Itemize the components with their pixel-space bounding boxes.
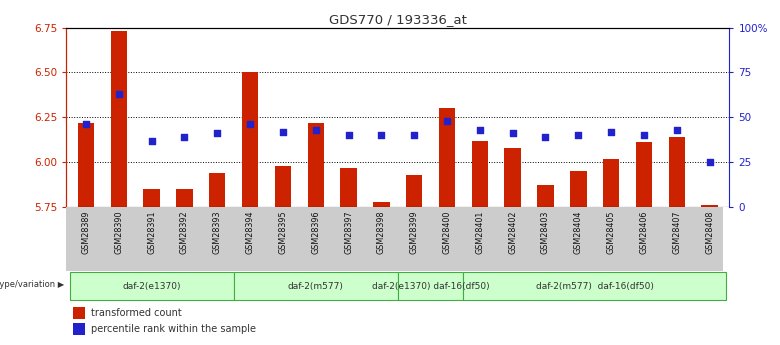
Point (342, 132, 355, 138)
Bar (275, 166, 291, 207)
Point (441, 118, 453, 124)
Text: GSM28398: GSM28398 (377, 210, 386, 254)
Text: GSM28396: GSM28396 (311, 210, 321, 254)
Text: transformed count: transformed count (91, 308, 183, 318)
Text: GSM28399: GSM28399 (410, 210, 419, 254)
Bar (209, 173, 225, 207)
Bar (668, 137, 685, 207)
Text: GSM28397: GSM28397 (344, 210, 353, 254)
Text: GSM28404: GSM28404 (574, 210, 583, 254)
Bar (373, 201, 389, 207)
Point (145, 138, 158, 144)
Point (408, 132, 420, 138)
Text: genotype/variation ▶: genotype/variation ▶ (0, 280, 64, 289)
Text: percentile rank within the sample: percentile rank within the sample (91, 324, 257, 334)
Bar (463, 273, 726, 300)
Bar (73, 307, 85, 319)
Point (178, 134, 190, 140)
Text: GSM28402: GSM28402 (509, 210, 517, 254)
Text: GSM28395: GSM28395 (278, 210, 287, 254)
Text: daf-2(m577): daf-2(m577) (288, 282, 344, 291)
Text: daf-2(m577)  daf-16(df50): daf-2(m577) daf-16(df50) (536, 282, 654, 291)
Bar (505, 148, 521, 207)
Text: GSM28392: GSM28392 (180, 210, 189, 254)
Text: GSM28393: GSM28393 (213, 210, 222, 254)
Text: GSM28390: GSM28390 (115, 210, 123, 254)
Text: daf-2(e1370): daf-2(e1370) (122, 282, 181, 291)
Point (112, 91, 125, 97)
Bar (398, 273, 463, 300)
Point (539, 134, 551, 140)
Text: GSM28400: GSM28400 (442, 210, 452, 254)
Bar (73, 323, 85, 335)
Bar (472, 141, 488, 207)
Text: GSM28394: GSM28394 (246, 210, 254, 254)
Title: GDS770 / 193336_at: GDS770 / 193336_at (329, 13, 466, 27)
Text: GSM28405: GSM28405 (607, 210, 615, 254)
Bar (636, 142, 652, 207)
Bar (234, 273, 398, 300)
Text: daf-2(e1370) daf-16(df50): daf-2(e1370) daf-16(df50) (372, 282, 489, 291)
Bar (69, 273, 234, 300)
Point (80, 122, 92, 127)
Point (671, 127, 683, 132)
Point (572, 132, 584, 138)
Bar (603, 159, 619, 207)
Text: GSM28403: GSM28403 (541, 210, 550, 254)
Bar (537, 186, 554, 207)
Text: GSM28401: GSM28401 (475, 210, 484, 254)
Bar (406, 175, 423, 207)
Bar (340, 168, 356, 207)
Text: GSM28391: GSM28391 (147, 210, 156, 254)
Text: GSM28406: GSM28406 (640, 210, 648, 254)
Point (211, 131, 224, 136)
Bar (439, 108, 456, 207)
Bar (78, 123, 94, 207)
Point (473, 127, 486, 132)
Bar (144, 189, 160, 207)
Bar (176, 189, 193, 207)
Text: GSM28389: GSM28389 (81, 210, 90, 254)
Bar (242, 72, 258, 207)
Point (375, 132, 388, 138)
Bar (111, 31, 127, 207)
Text: GSM28407: GSM28407 (672, 210, 681, 254)
Point (605, 129, 618, 135)
Bar (701, 205, 718, 207)
Text: GSM28408: GSM28408 (705, 210, 714, 254)
Bar (570, 171, 587, 207)
Bar (307, 123, 324, 207)
Point (310, 127, 322, 132)
Point (704, 159, 716, 165)
Point (506, 131, 519, 136)
Point (638, 132, 651, 138)
Point (277, 129, 289, 135)
Point (244, 122, 257, 127)
